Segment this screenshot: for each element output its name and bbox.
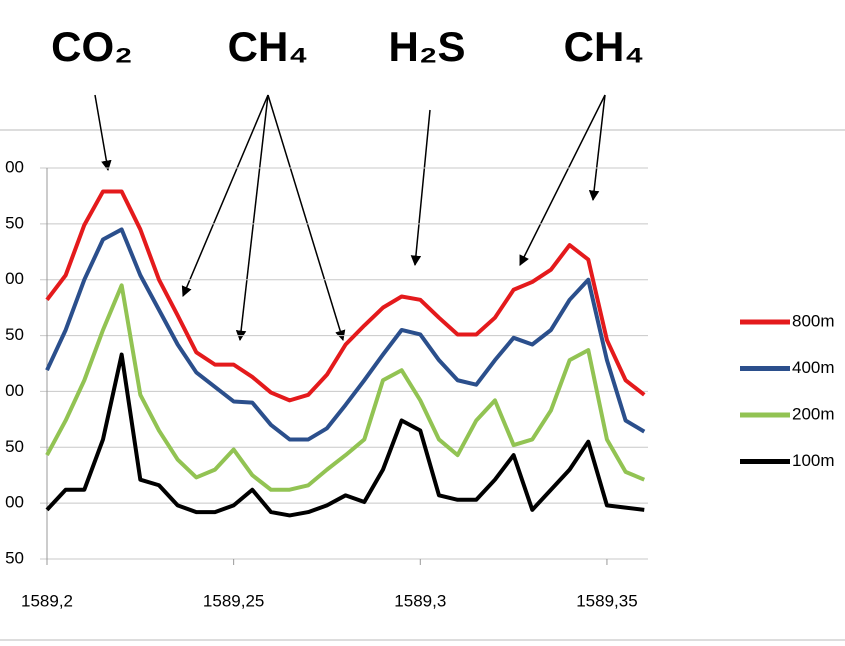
annotation: H₂S [388, 23, 465, 70]
y-tick-label: 00 [5, 381, 24, 400]
series-line [45, 189, 646, 403]
annotation: CH₄ [228, 23, 309, 70]
legend-label: 800m [792, 311, 835, 330]
y-tick-label: 50 [5, 437, 24, 456]
series-line [45, 227, 646, 442]
y-tick-label: 50 [5, 325, 24, 344]
y-tick-label: 50 [5, 548, 24, 567]
x-tick-label: 1589,2 [21, 591, 73, 610]
x-tick-label: 1589,3 [394, 591, 446, 610]
y-tick-label: 00 [5, 493, 24, 512]
arrows [94, 94, 606, 342]
series-line [45, 352, 645, 518]
x-tick-label: 1589,25 [203, 591, 264, 610]
legend-label: 100m [792, 451, 835, 470]
y-tick-label: 50 [5, 213, 24, 232]
legend-label: 400m [792, 358, 835, 377]
y-tick-label: 00 [5, 157, 24, 176]
series-line [45, 283, 646, 492]
annotation: CO₂ [51, 23, 133, 70]
x-tick-label: 1589,35 [576, 591, 637, 610]
legend-label: 200m [792, 404, 835, 423]
annotation: CH₄ [564, 23, 645, 70]
y-tick-label: 00 [5, 269, 24, 288]
